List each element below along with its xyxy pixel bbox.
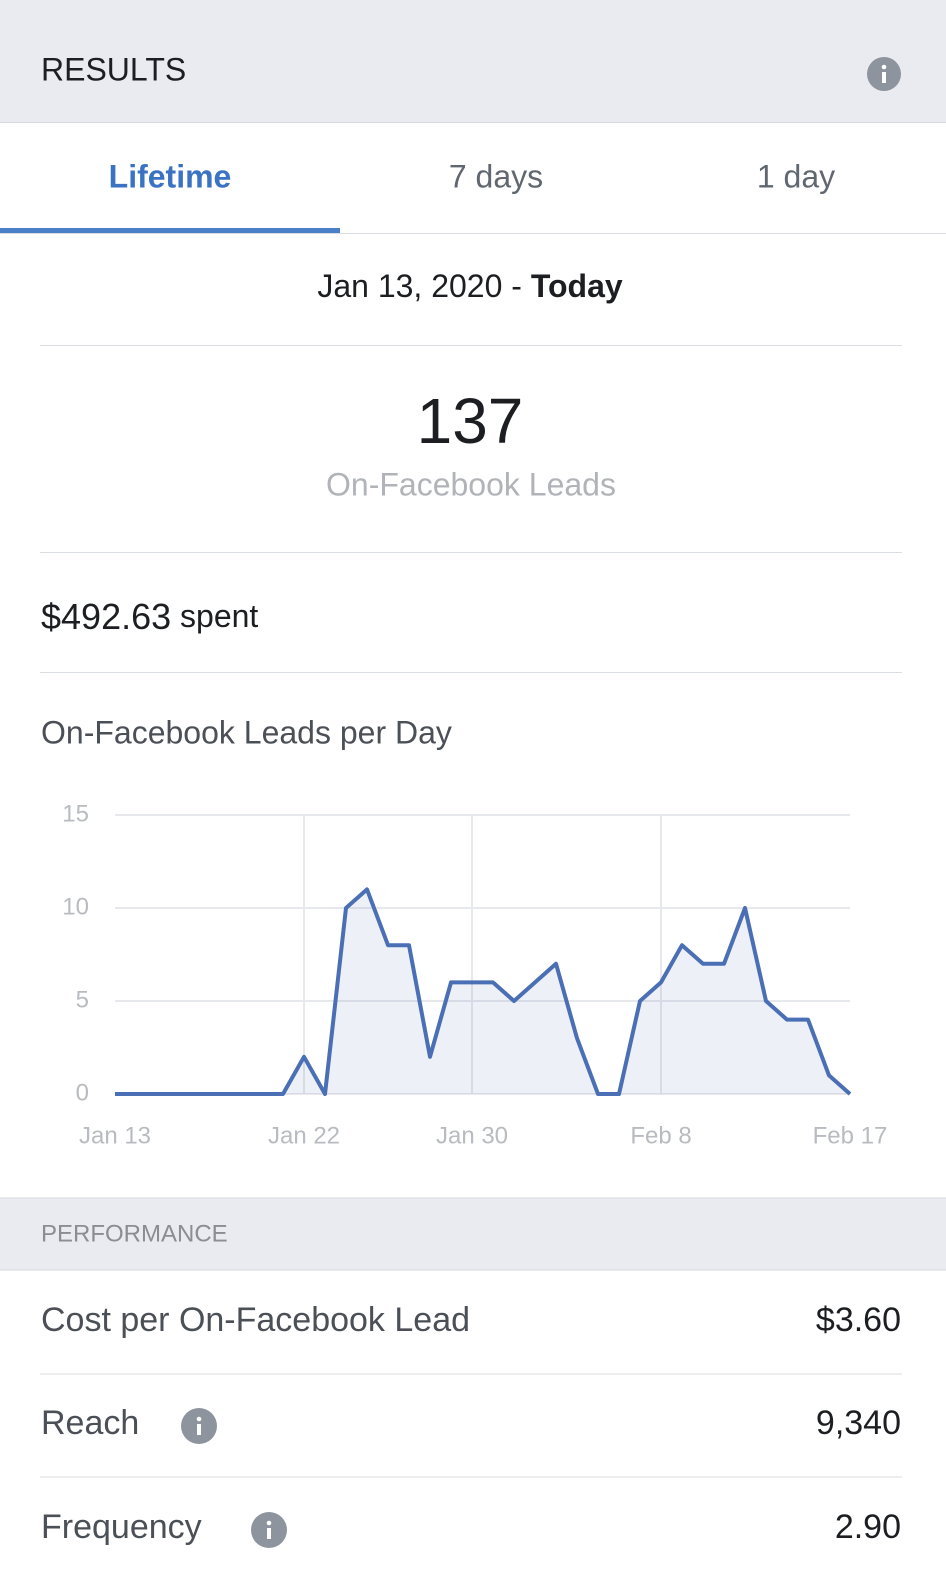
section-bar [0,1198,946,1270]
x-tick-label: Feb 8 [630,1122,691,1149]
row-label: Frequency [41,1508,202,1546]
y-tick-label: 5 [76,986,89,1013]
row-label: Cost per On-Facebook Lead [41,1301,470,1339]
section-title: PERFORMANCE [41,1220,228,1247]
spent-amount: $492.63 [41,596,171,637]
tab-indicator [0,228,340,233]
row-value: 9,340 [816,1404,901,1442]
result-value: 137 [417,385,524,457]
date-end: Today [531,268,623,304]
info-icon-stem [267,1528,271,1539]
info-icon-stem [197,1424,201,1435]
date-range: Jan 13, 2020 - Today [317,268,623,304]
tab[interactable]: 7 days [449,158,543,194]
header-bar [0,0,946,122]
info-icon[interactable] [181,1408,217,1444]
row-value: $3.60 [816,1301,901,1339]
info-icon-dot [266,1520,272,1526]
x-tick-label: Feb 17 [813,1122,888,1149]
tab[interactable]: 1 day [757,158,835,194]
line [115,887,852,1096]
tab[interactable]: Lifetime [109,158,232,194]
spent: $492.63 spent [41,596,258,637]
row-value: 2.90 [835,1508,901,1546]
header-title: RESULTS [41,51,186,87]
info-icon-dot [196,1416,202,1422]
x-tick-label: Jan 13 [79,1122,151,1149]
result-label: On-Facebook Leads [326,466,616,502]
x-tick-label: Jan 22 [268,1122,340,1149]
spent-label: spent [180,598,258,634]
y-tick-label: 15 [62,800,89,827]
info-icon[interactable] [867,57,901,91]
y-tick-label: 10 [62,893,89,920]
row-label: Reach [41,1404,139,1442]
date-separator: - [511,268,522,304]
info-icon[interactable] [251,1512,287,1548]
date-start: Jan 13, 2020 [317,268,502,304]
y-tick-label: 0 [76,1079,89,1106]
chart-title: On-Facebook Leads per Day [41,714,452,750]
x-tick-label: Jan 30 [436,1122,508,1149]
line-area [115,889,850,1094]
